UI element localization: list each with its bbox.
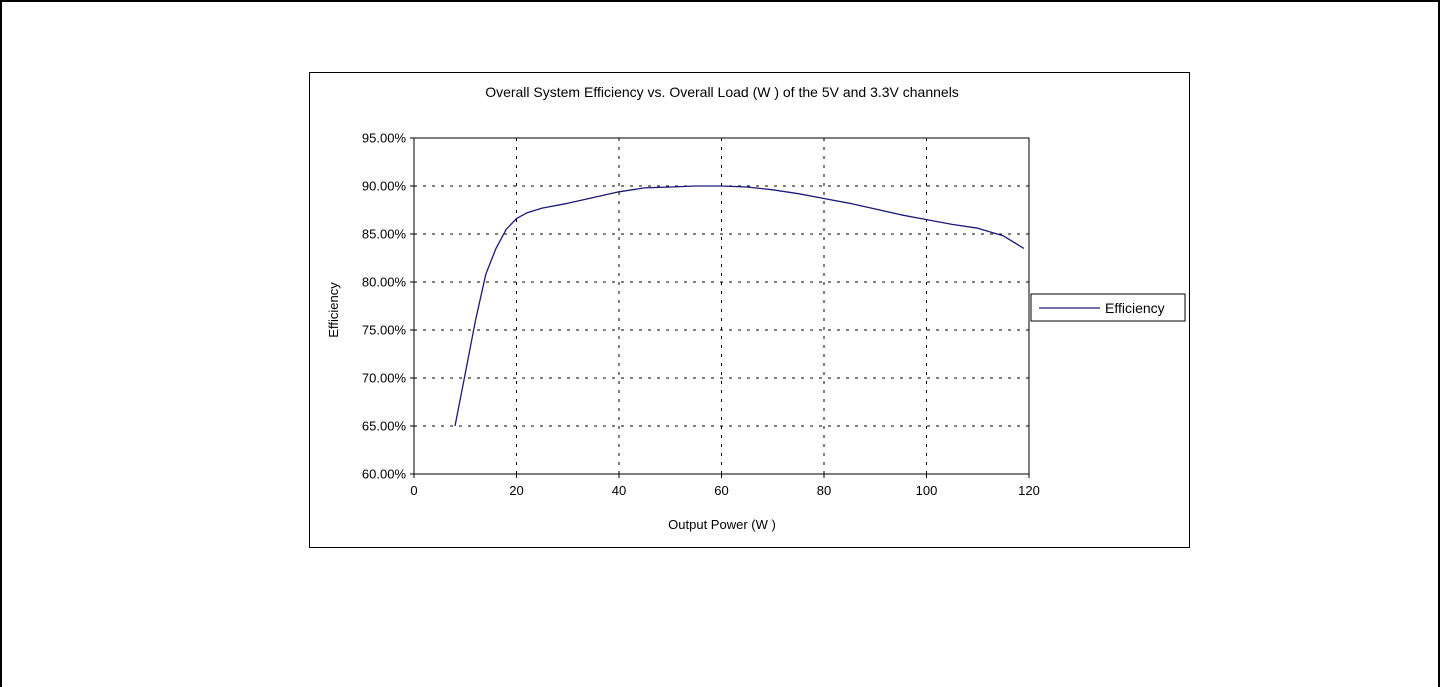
x-axis: 0 20 40 60 80 100 120 — [410, 474, 1040, 498]
chart-title: Overall System Efficiency vs. Overall Lo… — [485, 84, 959, 100]
y-tick-label: 85.00% — [362, 227, 407, 242]
y-tick-label: 65.00% — [362, 419, 407, 434]
series-group — [454, 185, 1025, 427]
x-tick-label: 60 — [714, 483, 728, 498]
y-tick-label: 90.00% — [362, 179, 407, 194]
y-tick-label: 60.00% — [362, 467, 407, 482]
y-tick-label: 75.00% — [362, 323, 407, 338]
x-tick-label: 0 — [410, 483, 417, 498]
series-line-efficiency — [454, 185, 1025, 427]
y-axis-label: Efficiency — [326, 282, 341, 338]
legend-entry-efficiency: Efficiency — [1105, 300, 1165, 316]
x-tick-label: 120 — [1018, 483, 1040, 498]
y-axis: 60.00% 65.00% 70.00% 75.00% 80.00% 85.00% 90.0… — [362, 131, 414, 482]
x-tick-label: 40 — [612, 483, 626, 498]
legend: Efficiency — [1030, 293, 1186, 322]
y-tick-label: 95.00% — [362, 131, 407, 146]
plot-area — [413, 137, 1030, 475]
x-tick-label: 100 — [916, 483, 938, 498]
y-tick-label: 80.00% — [362, 275, 407, 290]
x-tick-label: 80 — [817, 483, 831, 498]
x-axis-label: Output Power (W ) — [668, 517, 776, 532]
y-tick-label: 70.00% — [362, 371, 407, 386]
x-tick-label: 20 — [509, 483, 523, 498]
grid-lines — [414, 138, 1029, 474]
